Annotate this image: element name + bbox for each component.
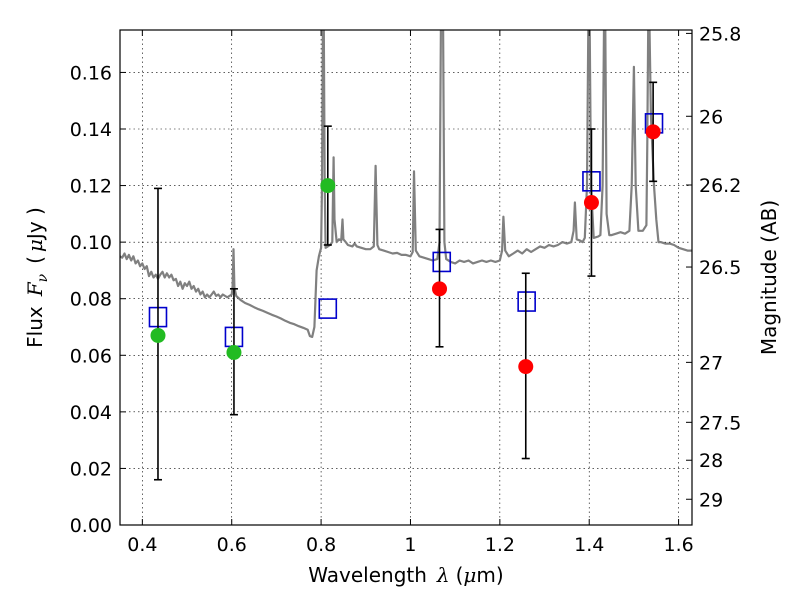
y-axis-label-prefix: Flux	[23, 306, 47, 348]
grid-lines	[120, 30, 692, 525]
x-tick-label: 0.6	[217, 534, 247, 556]
y-tick-label: 0.08	[70, 289, 112, 311]
y2-tick-label: 29	[699, 489, 723, 511]
y-tick-label: 0.14	[70, 119, 112, 141]
model-square-marker	[432, 251, 452, 273]
y2-tick-label: 26.2	[699, 175, 741, 197]
plot-data	[120, 30, 692, 481]
y2-tick-label: 28	[699, 450, 723, 472]
x-tick-label: 0.4	[127, 534, 157, 556]
y-axis-label-unit-mu: μ	[23, 239, 47, 252]
x-axis-label-unit-mu: μ	[463, 563, 476, 587]
y2-tick-label: 27.5	[699, 412, 741, 434]
y2-tick-label: 27	[699, 352, 723, 374]
y2-tick-label: 26	[699, 106, 723, 128]
y-tick-label: 0.10	[70, 232, 112, 254]
observed-point-marker	[320, 178, 336, 194]
x-tick-label: 0.8	[306, 534, 336, 556]
axis-ticks: 0.4 0.6 0.8 1 1.2 1.4 1.6 0.00 0.02 0.04 0.06 0.08 0…	[70, 23, 742, 556]
y-axis-label-unit-open: (	[23, 256, 47, 264]
x-axis-label-prefix: Wavelength	[308, 563, 427, 587]
model-square-marker	[517, 291, 536, 312]
model-square-marker	[318, 298, 338, 319]
observed-point-marker	[226, 344, 242, 360]
observed-point-marker	[432, 281, 448, 297]
y2-tick-label: 26.5	[699, 257, 741, 279]
plot-frame	[119, 29, 693, 526]
x-axis-label-unit-rest: m)	[476, 563, 503, 587]
y-tick-label: 0.12	[70, 176, 112, 198]
y-tick-label: 0.06	[70, 345, 112, 367]
observed-point-marker	[150, 327, 166, 343]
observed-point-marker	[583, 195, 599, 211]
y-tick-label: 0.16	[70, 62, 112, 84]
y-axis-label-unit-rest: Jy )	[23, 207, 47, 241]
y-axis-label-subscript: ν	[35, 273, 51, 282]
x-tick-label: 1.6	[663, 534, 693, 556]
y-tick-label: 0.04	[70, 402, 112, 424]
x-axis-label: Wavelength λ (μm)	[308, 563, 503, 587]
observed-point-marker	[645, 124, 661, 140]
x-tick-label: 1.2	[485, 534, 515, 556]
y-tick-label: 0.00	[70, 515, 112, 537]
x-tick-label: 1	[404, 534, 416, 556]
y-axis-label-symbol: F	[23, 281, 47, 297]
y-axis-label: Flux Fν ( μJy )	[23, 207, 51, 348]
y2-axis-label: Magnitude (AB)	[757, 200, 781, 355]
x-axis-label-symbol: λ	[436, 563, 450, 587]
x-tick-label: 1.4	[574, 534, 604, 556]
y-tick-label: 0.02	[70, 458, 112, 480]
x-axis-label-unit-open: (	[456, 563, 464, 587]
observed-point-marker	[518, 359, 534, 375]
spectrum-line	[120, 30, 692, 338]
y2-tick-label: 25.8	[699, 23, 741, 45]
